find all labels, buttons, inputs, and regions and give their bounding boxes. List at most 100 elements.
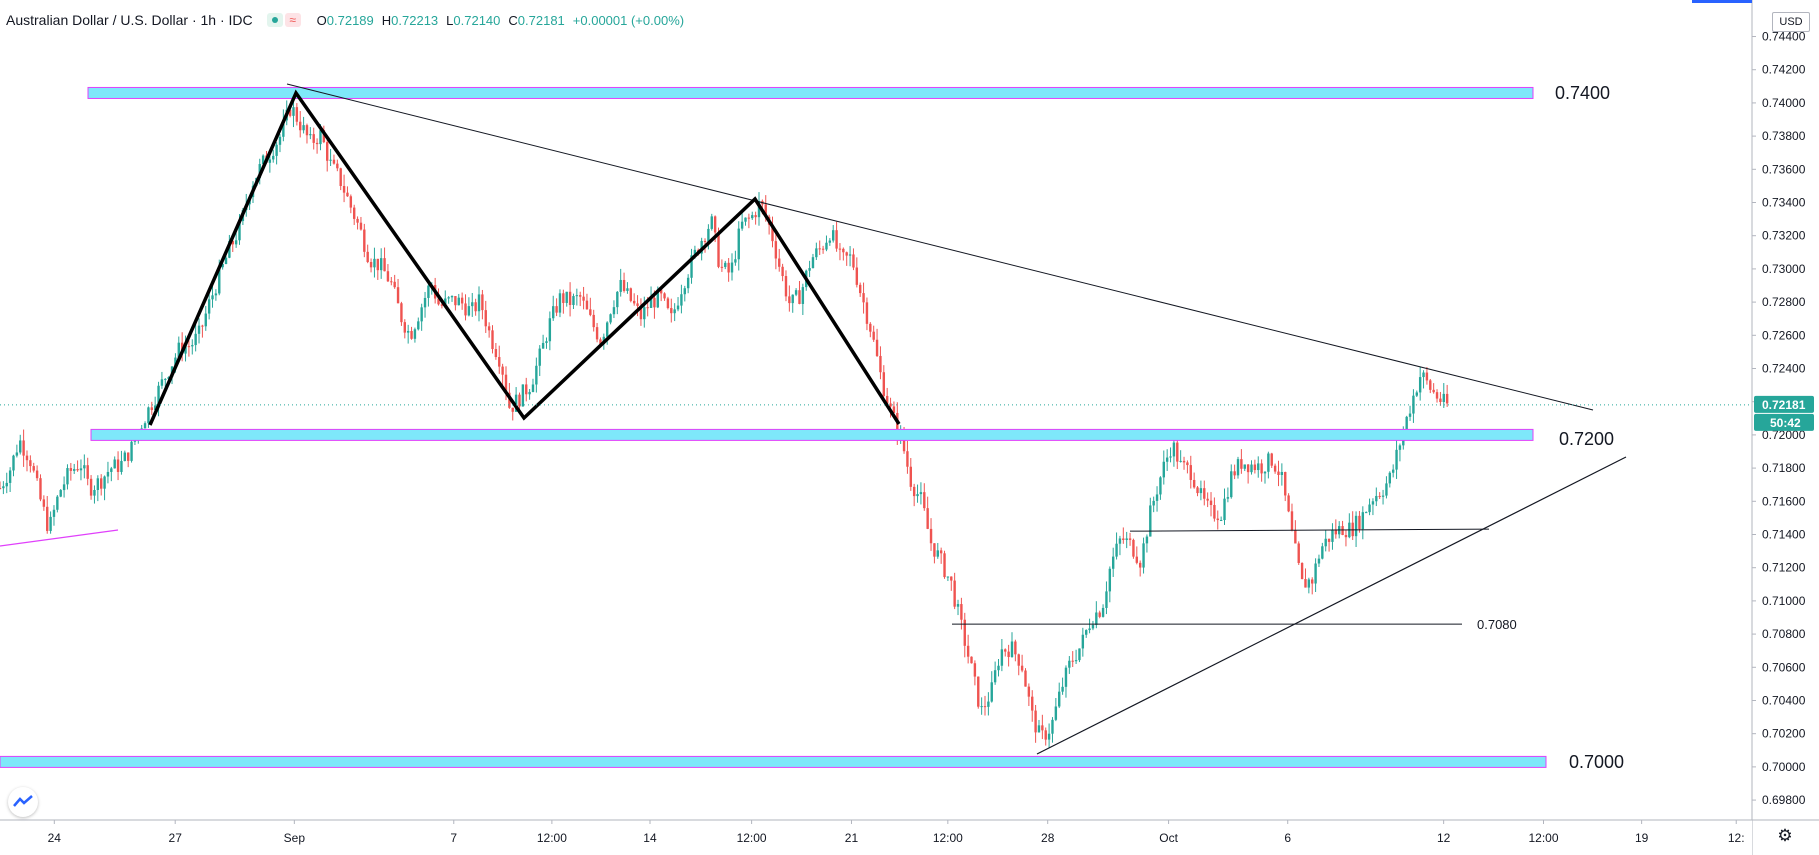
candle-body bbox=[83, 465, 86, 469]
candle-body bbox=[659, 289, 663, 294]
candle-body bbox=[1219, 520, 1223, 522]
y-tick-label: 0.71000 bbox=[1762, 594, 1806, 608]
current-price-tag[interactable] bbox=[1754, 395, 1814, 413]
candle-body bbox=[29, 460, 32, 467]
candle-body bbox=[1206, 498, 1209, 501]
candle-body bbox=[626, 288, 629, 291]
candle-body bbox=[373, 258, 376, 268]
x-tick-label: 12:00 bbox=[537, 831, 567, 845]
candle-body bbox=[848, 254, 852, 256]
level-label-0.7000: 0.7000 bbox=[1569, 752, 1624, 772]
chart-settings-gear-icon[interactable]: ⚙ bbox=[1777, 826, 1793, 845]
candle-body bbox=[204, 313, 207, 327]
candle-body bbox=[261, 155, 265, 165]
descending-trendline[interactable] bbox=[286, 83, 1594, 411]
candle-body bbox=[1388, 472, 1392, 484]
candle-body bbox=[1324, 538, 1327, 547]
candle-body bbox=[403, 322, 406, 333]
candle-body bbox=[339, 168, 342, 187]
neckline[interactable] bbox=[1129, 528, 1490, 532]
candle-body bbox=[636, 303, 639, 306]
y-tick-label: 0.72400 bbox=[1762, 362, 1806, 376]
candle-body bbox=[73, 469, 76, 471]
candle-body bbox=[713, 216, 717, 233]
candle-body bbox=[1088, 628, 1091, 631]
candle-body bbox=[1098, 612, 1101, 617]
candle-body bbox=[1230, 471, 1233, 498]
support-zone-0.7200[interactable] bbox=[90, 428, 1534, 441]
candle-body bbox=[740, 221, 744, 229]
high-value: 0.72213 bbox=[391, 12, 439, 28]
y-tick-label: 0.70000 bbox=[1762, 760, 1806, 774]
time-axis-panel[interactable] bbox=[0, 820, 1752, 855]
candle-body bbox=[1031, 696, 1034, 711]
candle-body bbox=[845, 252, 848, 256]
pink-trendline[interactable] bbox=[0, 529, 119, 547]
candle-body bbox=[1314, 563, 1317, 584]
candle-body bbox=[52, 509, 56, 517]
candle-body bbox=[754, 215, 757, 218]
support-zone-0.7000[interactable] bbox=[0, 755, 1547, 768]
candle-body bbox=[774, 241, 778, 259]
y-tick-label: 0.70200 bbox=[1762, 727, 1806, 741]
candle-body bbox=[1270, 453, 1273, 466]
candle-body bbox=[632, 300, 636, 304]
candle-body bbox=[1027, 686, 1031, 697]
candle-body bbox=[663, 293, 666, 299]
candle-body bbox=[656, 289, 659, 308]
x-tick-label: 28 bbox=[1041, 831, 1055, 845]
candle-body bbox=[1149, 505, 1152, 537]
currency-label[interactable]: USD bbox=[1772, 12, 1810, 32]
status-badges[interactable]: ≈ bbox=[266, 13, 301, 27]
zigzag-pattern[interactable] bbox=[148, 89, 901, 426]
candle-body bbox=[120, 460, 123, 472]
candle-body bbox=[828, 240, 832, 243]
candle-body bbox=[953, 580, 956, 607]
candle-body bbox=[79, 468, 83, 471]
candle-body bbox=[1375, 495, 1378, 502]
candle-body bbox=[973, 663, 977, 677]
candle-body bbox=[96, 478, 100, 490]
candle-body bbox=[595, 327, 599, 340]
data-delay-icon[interactable]: ≈ bbox=[284, 13, 301, 27]
candle-body bbox=[1108, 568, 1112, 592]
candle-body bbox=[835, 230, 838, 249]
market-status-icon[interactable] bbox=[266, 13, 283, 27]
candle-body bbox=[1165, 457, 1169, 462]
candle-body bbox=[420, 307, 423, 322]
candle-body bbox=[363, 229, 366, 252]
candle-body bbox=[589, 309, 592, 315]
symbol-title[interactable]: Australian Dollar / U.S. Dollar · 1h · I… bbox=[6, 12, 253, 28]
candle-body bbox=[1398, 445, 1402, 450]
tradingview-logo-icon[interactable] bbox=[8, 787, 38, 817]
candle-body bbox=[1192, 479, 1196, 488]
candle-body bbox=[653, 297, 656, 308]
candle-body bbox=[15, 452, 19, 456]
candle-body bbox=[1058, 691, 1061, 707]
candle-body bbox=[582, 296, 585, 301]
candle-body bbox=[22, 440, 25, 456]
candle-body bbox=[1391, 469, 1395, 473]
candle-body bbox=[315, 142, 319, 145]
candle-body bbox=[1216, 518, 1219, 521]
ascending-trendline[interactable] bbox=[1036, 456, 1627, 755]
candle-body bbox=[605, 322, 609, 337]
x-tick-label: 27 bbox=[169, 831, 183, 845]
y-tick-label: 0.72600 bbox=[1762, 328, 1806, 342]
candle-body bbox=[1273, 465, 1277, 472]
candle-body bbox=[376, 258, 380, 271]
candle-body bbox=[1138, 562, 1142, 568]
candle-body bbox=[821, 248, 825, 250]
candle-body bbox=[491, 330, 494, 350]
candle-body bbox=[184, 346, 187, 354]
candle-body bbox=[1000, 649, 1004, 666]
resistance-zone-0.7400[interactable] bbox=[87, 86, 1534, 99]
candle-body bbox=[1368, 504, 1371, 513]
candle-body bbox=[1169, 456, 1172, 458]
candle-body bbox=[498, 357, 501, 367]
candle-body bbox=[1209, 500, 1213, 505]
candle-body bbox=[386, 271, 390, 282]
candle-body bbox=[1361, 512, 1365, 530]
candle-body bbox=[1226, 497, 1230, 499]
